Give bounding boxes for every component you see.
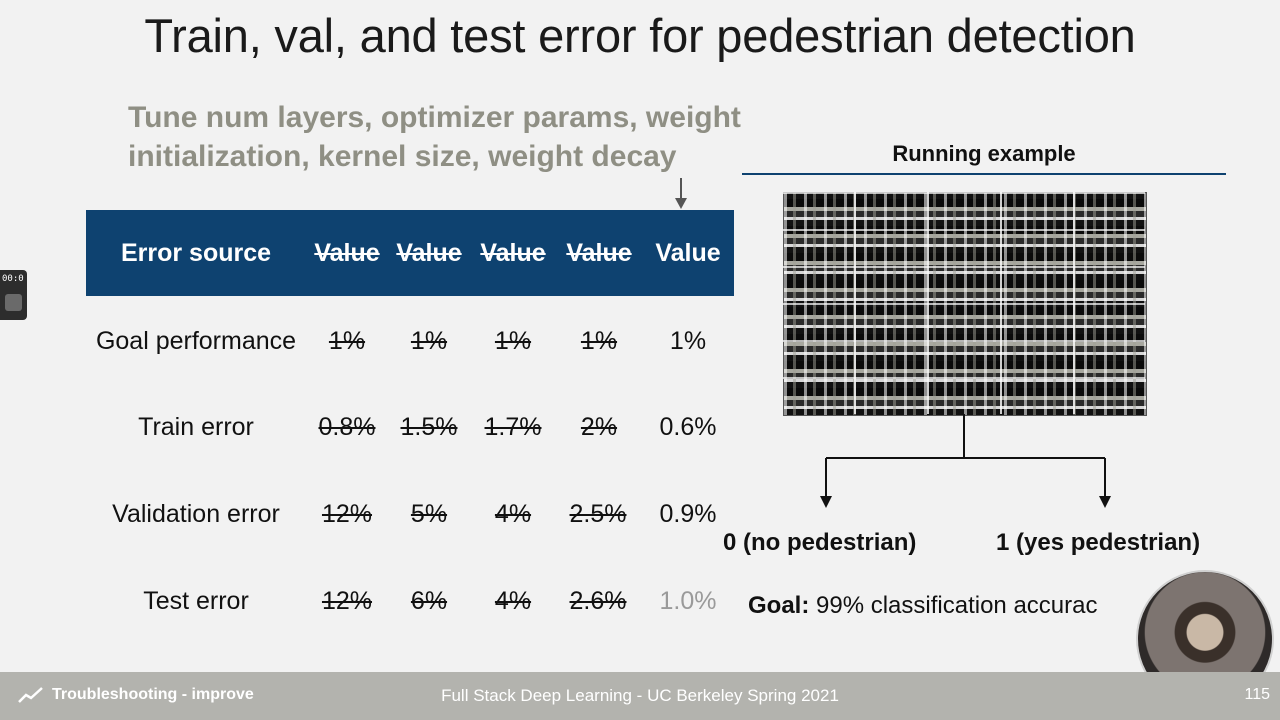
outcome-no-pedestrian: 0 (no pedestrian)	[723, 529, 917, 556]
divider	[742, 173, 1226, 175]
branch-diagram	[820, 414, 1111, 508]
table-cell: 4%	[494, 500, 532, 528]
header-value-1: Value	[314, 239, 380, 267]
header-error-source: Error source	[120, 239, 272, 267]
header-value-5: Value	[655, 239, 721, 267]
recording-timer[interactable]: 00:0	[0, 270, 27, 320]
header-value-2: Value	[396, 239, 462, 267]
table-cell: 2.5%	[569, 500, 627, 528]
table-cell: 1%	[410, 327, 448, 355]
table-cell: 1%	[328, 327, 366, 355]
row-label-goal: Goal performance	[95, 327, 297, 355]
table-cell: 5%	[410, 500, 448, 528]
running-example-title: Running example	[892, 141, 1076, 166]
table-cell: 1%	[494, 327, 532, 355]
header-value-4: Value	[566, 239, 632, 267]
table-cell: 1.5%	[400, 413, 458, 441]
row-label-test: Test error	[143, 587, 249, 615]
table-cell: 0.6%	[659, 413, 717, 441]
table-cell: 12%	[321, 587, 373, 615]
table-cell: 2%	[580, 413, 618, 441]
table-cell: 0.9%	[659, 500, 717, 528]
outcome-yes-pedestrian: 1 (yes pedestrian)	[996, 529, 1201, 556]
goal-line: Goal: 99% classification accurac	[748, 592, 1097, 620]
arrow-down-icon	[675, 178, 687, 209]
header-value-3: Value	[480, 239, 546, 267]
table-cell: 0.8%	[318, 413, 376, 441]
table-cell: 1.0%	[659, 587, 717, 615]
slide: Train, val, and test error for pedestria…	[0, 9, 1274, 708]
table-cell: 12%	[321, 500, 373, 528]
timer-text: 00:0	[2, 274, 24, 284]
page-number: 115	[1244, 686, 1270, 703]
footer-section: Troubleshooting - improve	[52, 686, 254, 703]
mosaic-grid-overlay	[783, 192, 1145, 414]
table-cell: 1.7%	[484, 413, 542, 441]
footer-course: Full Stack Deep Learning - UC Berkeley S…	[441, 686, 839, 705]
trend-line-icon	[18, 687, 43, 703]
tune-note: Tune num layers, optimizer params, weigh…	[128, 101, 741, 173]
row-label-validation: Validation error	[112, 500, 280, 528]
table-cell: 1%	[669, 327, 707, 355]
stop-icon[interactable]	[5, 294, 22, 311]
goal-text: 99% classification accurac	[816, 592, 1098, 619]
table-cell: 2.6%	[569, 587, 627, 615]
table-cell: 4%	[494, 587, 532, 615]
table-cell: 6%	[410, 587, 448, 615]
slide-title: Train, val, and test error for pedestria…	[144, 9, 1136, 62]
table-header: Error source Value Value Value Value Val…	[86, 210, 734, 296]
table-cell: 1%	[580, 327, 618, 355]
footer: Troubleshooting - improve Full Stack Dee…	[0, 672, 1280, 720]
row-label-train: Train error	[138, 413, 254, 441]
goal-label: Goal:	[748, 592, 810, 619]
